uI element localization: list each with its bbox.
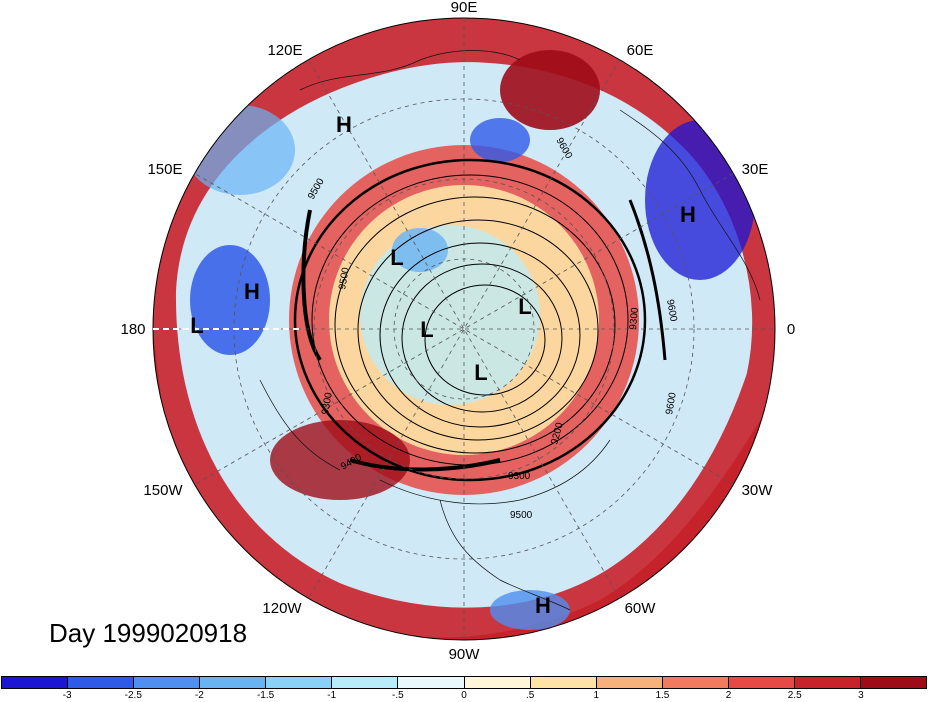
colorbar-tick-label: -2 — [194, 690, 204, 701]
low-marker: L — [390, 245, 403, 270]
lon-label-150e: 150E — [147, 161, 182, 178]
colorbar-tick-label: 2.5 — [787, 690, 802, 701]
colorbar-segment — [332, 677, 399, 688]
lon-label-90e: 90E — [451, 0, 478, 16]
height-contours — [293, 158, 667, 482]
colorbar-tick-label: 0 — [461, 690, 467, 701]
colorbar-tick-label: 1 — [593, 690, 600, 701]
contour-label: 9500 — [510, 510, 533, 521]
high-marker: H — [244, 279, 260, 304]
lon-label-30e: 30E — [742, 161, 769, 178]
contour-label: 9300 — [628, 307, 641, 331]
colorbar-segment — [134, 677, 201, 688]
lon-label-90w: 90W — [449, 646, 481, 663]
lon-label-180: 180 — [120, 321, 145, 338]
colorbar-tick-label: -1.5 — [256, 690, 275, 701]
lon-label-30w: 30W — [742, 482, 774, 499]
colorbar-segment — [662, 677, 729, 688]
contour-label: 9500 — [337, 266, 352, 290]
low-marker: L — [474, 360, 487, 385]
high-marker: H — [336, 112, 352, 137]
colorbar-segment — [861, 677, 927, 688]
lon-label-60w: 60W — [625, 600, 657, 617]
colorbar-segment — [200, 677, 267, 688]
low-marker: L — [420, 317, 433, 342]
colorbar-tick-label: 1.5 — [655, 690, 670, 701]
contour-label: 9600 — [664, 299, 679, 323]
lon-label-150w: 150W — [143, 482, 183, 499]
lon-label-60e: 60E — [627, 42, 654, 59]
colorbar-tick-label: -1 — [327, 690, 337, 701]
contour-label: 9600 — [664, 391, 679, 415]
colorbar-segment — [794, 677, 862, 688]
pressure-markers: H H H L L L L L H — [190, 112, 696, 618]
colorbar-tick-label: 2 — [725, 690, 732, 701]
colorbar-segment — [464, 677, 531, 688]
colorbar-segment — [728, 677, 795, 688]
colorbar-segment — [2, 677, 69, 688]
colorbar-segment — [68, 677, 135, 688]
lon-label-0: 0 — [787, 321, 795, 338]
colorbar-ticks: -3 -2.5 -2 -1.5 -1 -.5 0 .5 1 1.5 2 2.5 3 — [0, 690, 928, 702]
colorbar-segment — [530, 677, 597, 688]
colorbar-segment — [398, 677, 465, 688]
colorbar-tick-label: -3 — [62, 690, 72, 701]
colorbar-tick-label: -.5 — [392, 690, 404, 701]
low-marker: L — [190, 313, 203, 338]
high-marker: H — [535, 593, 551, 618]
colorbar — [1, 676, 927, 689]
contour-label: 9300 — [320, 391, 335, 415]
high-marker: H — [680, 202, 696, 227]
lon-label-120e: 120E — [267, 42, 302, 59]
colorbar-tick-label: -2.5 — [124, 690, 142, 701]
colorbar-tick-label: .5 — [525, 690, 535, 701]
colorbar-segment — [266, 677, 333, 688]
colorbar-segment — [596, 677, 663, 688]
longitude-labels: 90E 60E 30E 0 30W 60W 90W 120W 150W 180 … — [120, 0, 795, 663]
day-label: Day 1999020918 — [49, 618, 248, 648]
lon-label-120w: 120W — [262, 600, 302, 617]
low-marker: L — [518, 294, 531, 319]
contour-label: 9300 — [508, 471, 531, 482]
continent-outlines — [259, 50, 761, 611]
colorbar-tick-label: 3 — [858, 690, 864, 701]
